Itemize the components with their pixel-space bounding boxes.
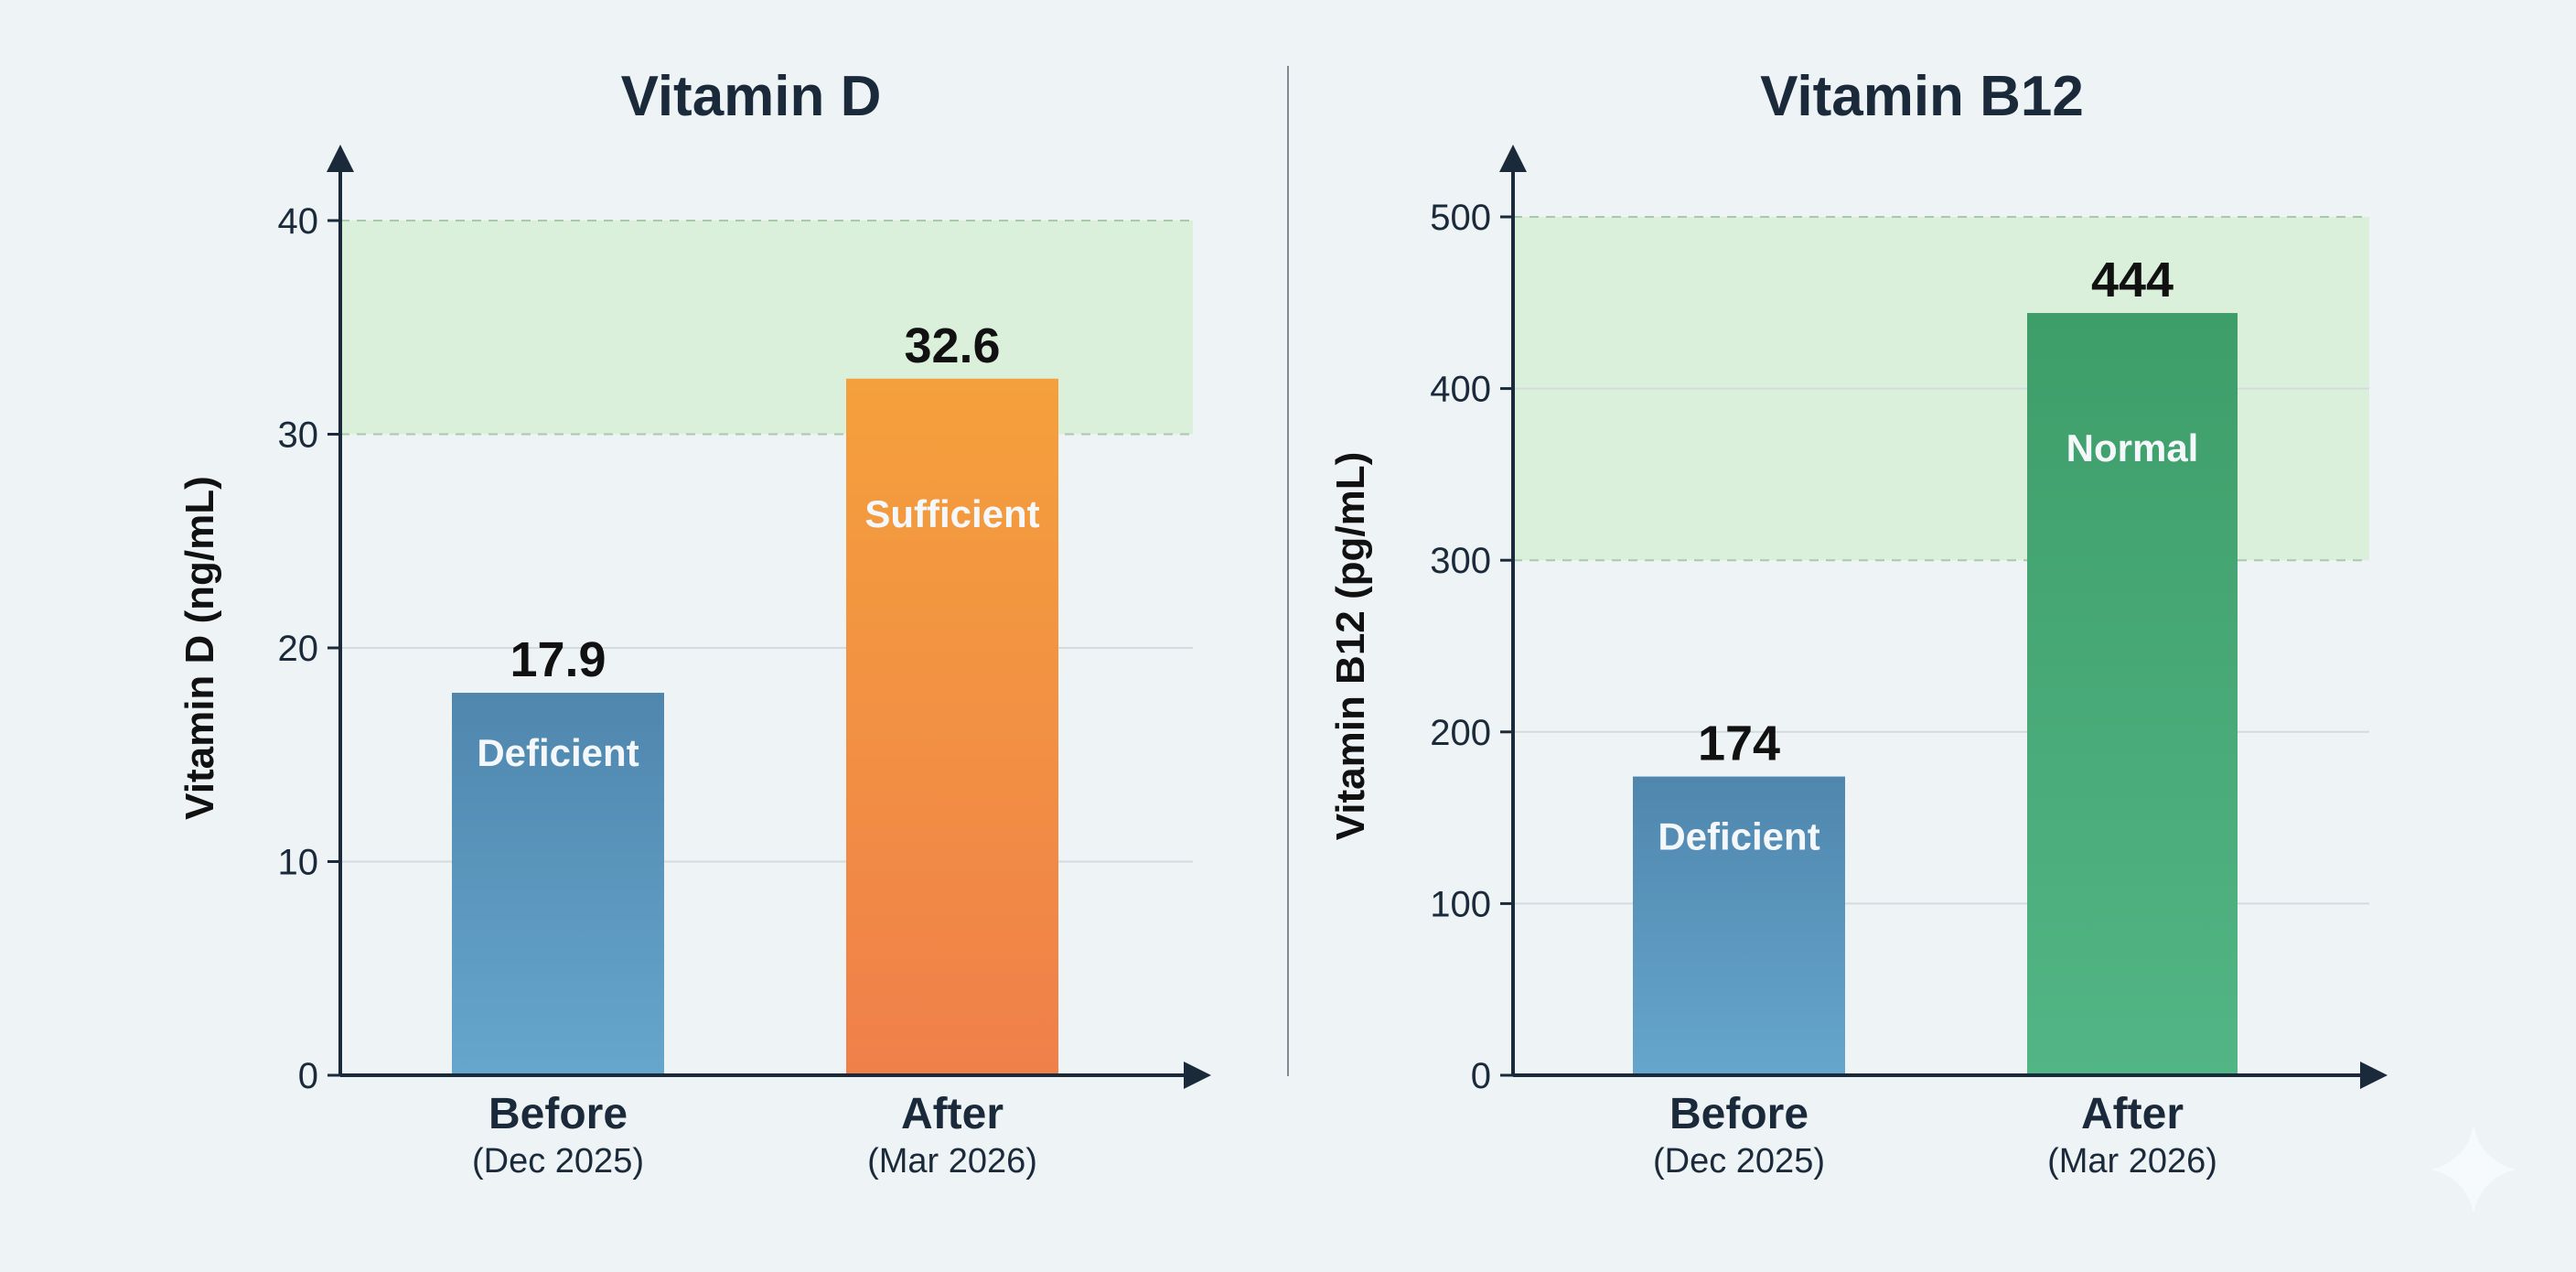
value-label: 174	[1698, 717, 1780, 771]
x-axis-arrow-icon	[2360, 1062, 2388, 1089]
y-tick-label: 30	[278, 415, 319, 456]
chart-panel-vitamin-d: 0 10 20 30 40 17.9 Deficient Before (Dec 2025) 32…	[177, 65, 1211, 1180]
status-label: Deficient	[1658, 815, 1819, 858]
status-label: Deficient	[477, 731, 639, 774]
category-sublabel: (Mar 2026)	[867, 1142, 1037, 1180]
bar-after	[846, 378, 1058, 1075]
chart-title: Vitamin B12	[1760, 65, 2084, 128]
value-label: 444	[2091, 253, 2174, 307]
y-tick-label: 0	[298, 1056, 318, 1096]
category-sublabel: (Dec 2025)	[472, 1142, 644, 1180]
y-tick-label: 100	[1430, 884, 1491, 924]
value-label: 17.9	[510, 632, 606, 687]
chart-panel-vitamin-b12: 0 100 200 300 400 500 174 Deficient Before (Dec 2…	[1328, 65, 2388, 1180]
chart-title: Vitamin D	[621, 65, 882, 128]
bar-before	[452, 693, 664, 1075]
status-label: Normal	[2066, 426, 2199, 469]
bar-after	[2027, 313, 2238, 1075]
y-axis-label: Vitamin B12 (pg/mL)	[1328, 452, 1373, 841]
status-label: Sufficient	[864, 492, 1039, 535]
category-sublabel: (Mar 2026)	[2047, 1142, 2217, 1180]
y-tick-label: 200	[1430, 713, 1491, 753]
y-axis-label: Vitamin D (ng/mL)	[177, 476, 222, 820]
y-tick-label: 400	[1430, 370, 1491, 410]
y-tick-label: 10	[278, 843, 319, 883]
y-tick-label: 300	[1430, 541, 1491, 581]
x-axis-arrow-icon	[1184, 1062, 1211, 1089]
y-axis-arrow-icon	[1499, 145, 1527, 172]
category-label: After	[901, 1090, 1004, 1138]
y-tick-label: 40	[278, 201, 319, 242]
y-axis-arrow-icon	[327, 145, 354, 172]
category-label: Before	[1669, 1090, 1809, 1138]
category-sublabel: (Dec 2025)	[1653, 1142, 1825, 1180]
y-tick-label: 20	[278, 629, 319, 669]
y-tick-label: 500	[1430, 198, 1491, 238]
sparkle-icon	[2431, 1126, 2516, 1213]
bar-before	[1633, 776, 1845, 1075]
y-tick-label: 0	[1471, 1056, 1491, 1096]
category-label: After	[2081, 1090, 2184, 1138]
reference-range-band	[340, 221, 1193, 435]
value-label: 32.6	[904, 318, 1000, 373]
category-label: Before	[488, 1090, 628, 1138]
